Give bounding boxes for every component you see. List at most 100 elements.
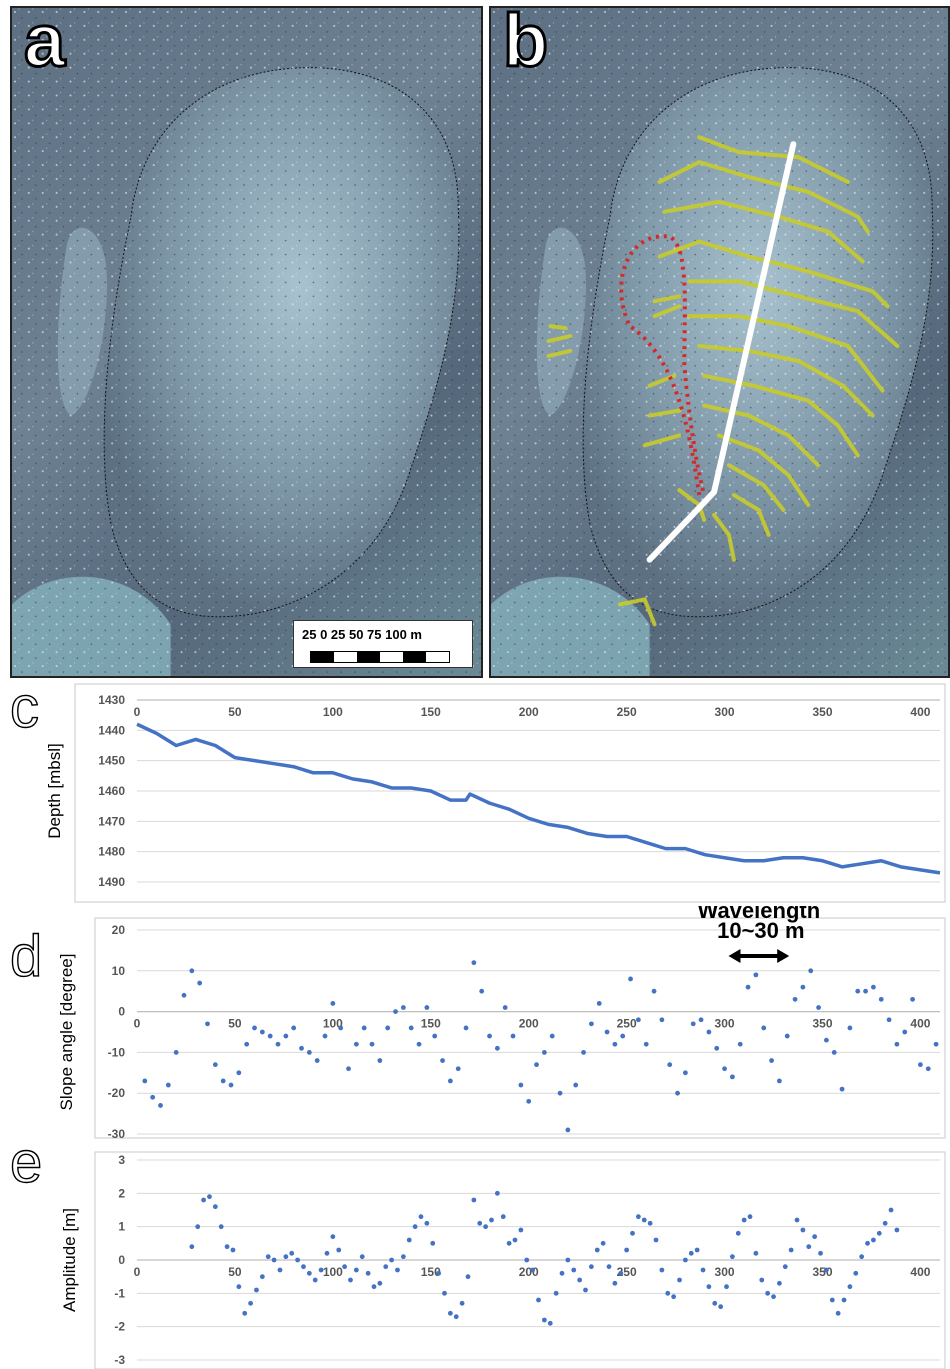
data-point: [604, 1029, 610, 1035]
data-point: [688, 1250, 694, 1256]
data-point: [771, 1294, 776, 1300]
data-point: [653, 1237, 659, 1243]
data-point: [259, 1274, 265, 1280]
data-point: [150, 1094, 156, 1100]
data-point: [682, 1257, 688, 1263]
data-point: [173, 1050, 179, 1055]
x-tick-label: 400: [910, 1017, 930, 1031]
data-point: [189, 968, 195, 974]
data-point: [277, 1267, 283, 1273]
ridge-line: [657, 159, 870, 234]
data-point: [831, 1050, 837, 1055]
ridge-line: [617, 597, 657, 627]
x-tick-label: 100: [323, 1265, 343, 1279]
bathymetry-map-a: [12, 8, 481, 676]
data-point: [322, 1033, 328, 1039]
data-point: [530, 1267, 536, 1273]
ridge-line: [697, 343, 875, 418]
x-tick-label: 350: [812, 1017, 832, 1031]
data-point: [207, 1194, 212, 1200]
data-point: [886, 1017, 892, 1023]
data-point: [894, 1227, 900, 1233]
data-point: [259, 1029, 265, 1035]
data-point: [722, 1066, 727, 1072]
data-point: [312, 1277, 318, 1283]
y-tick-label: 1: [118, 1220, 125, 1234]
data-point: [635, 1017, 641, 1023]
data-point: [918, 1062, 923, 1068]
data-point: [910, 996, 915, 1002]
data-point: [641, 1217, 647, 1223]
x-tick-label: 50: [228, 705, 242, 719]
data-point: [342, 1264, 348, 1270]
data-point: [447, 1078, 453, 1084]
data-point: [283, 1033, 289, 1039]
panel-label-b: b: [501, 6, 549, 82]
data-point: [718, 1304, 724, 1310]
ridge-line: [546, 334, 573, 343]
data-point: [741, 1217, 747, 1223]
chart-e-amplitude: -3 -2 -1 0 1 2 3 0 50 100 150 200 250 300 350 400 Amplit…: [0, 1144, 950, 1369]
data-point: [694, 1247, 700, 1253]
ridge-line: [652, 304, 682, 319]
ridge-line: [712, 512, 736, 562]
data-point: [201, 1197, 206, 1203]
scale-bar: 25 0 25 50 75 100 m: [293, 620, 473, 668]
data-point: [440, 1058, 445, 1063]
data-point: [248, 1300, 253, 1306]
data-point: [933, 1041, 939, 1047]
data-point: [306, 1050, 312, 1055]
data-point: [395, 1267, 400, 1273]
data-point: [782, 1264, 788, 1270]
data-point: [769, 1058, 774, 1063]
data-point: [541, 1050, 547, 1055]
data-point: [142, 1078, 148, 1084]
data-point: [651, 988, 657, 994]
data-point: [510, 1033, 516, 1039]
data-point: [571, 1267, 577, 1273]
ridge-line: [726, 463, 786, 512]
x-tick-label: 150: [421, 1017, 441, 1031]
data-point: [385, 1025, 391, 1031]
data-point: [800, 1227, 806, 1233]
data-point: [494, 1045, 500, 1051]
data-point: [283, 1254, 289, 1260]
data-point: [902, 1029, 908, 1035]
data-point: [524, 1257, 530, 1263]
data-point: [536, 1297, 541, 1303]
x-tick-label: 300: [715, 705, 735, 719]
annotation-text: 10~30 m: [717, 918, 804, 943]
y-tick-label: -10: [108, 1045, 126, 1059]
data-point: [453, 1314, 459, 1320]
data-point: [353, 1267, 359, 1273]
ridge-line: [731, 493, 771, 537]
data-point: [594, 1247, 600, 1253]
data-point: [220, 1078, 226, 1084]
data-point: [588, 1264, 594, 1270]
data-point: [265, 1254, 271, 1260]
data-point: [369, 1041, 375, 1047]
data-point: [465, 1274, 471, 1280]
y-tick-label: -20: [108, 1086, 126, 1100]
data-point: [675, 1090, 680, 1096]
data-point: [853, 1270, 859, 1276]
data-point: [408, 1025, 414, 1031]
data-point: [289, 1250, 295, 1256]
x-tick-label: 0: [134, 1017, 141, 1031]
data-point: [559, 1270, 565, 1276]
data-point: [487, 1033, 492, 1039]
data-point: [753, 1250, 759, 1256]
data-point: [818, 1250, 823, 1256]
chart-c-svg: 1430 1440 1450 1460 1470 1480 1490 0 50 100 150 200…: [9, 682, 946, 903]
y-tick-label: 1450: [98, 754, 125, 768]
data-point: [581, 1050, 586, 1055]
data-point: [295, 1257, 300, 1263]
ridge-line: [548, 324, 568, 331]
data-point: [925, 1066, 931, 1072]
data-point: [489, 1217, 494, 1223]
data-point: [424, 1220, 430, 1226]
x-tick-label: 350: [812, 1265, 832, 1279]
y-tick-label: 2: [118, 1186, 125, 1200]
data-point: [606, 1264, 612, 1270]
data-point: [876, 1230, 882, 1236]
